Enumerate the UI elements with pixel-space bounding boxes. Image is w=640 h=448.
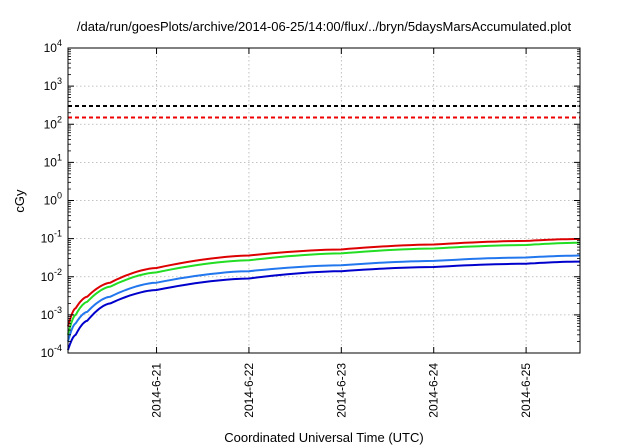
series-line-4 <box>67 260 580 351</box>
y-tick-label: 102 <box>44 114 62 131</box>
y-tick-label: 10-1 <box>41 229 62 246</box>
x-tick-label: 2014-6-23 <box>334 363 348 418</box>
grid <box>68 48 580 353</box>
y-tick-label: 100 <box>44 191 62 208</box>
y-tick-label: 10-2 <box>41 267 62 284</box>
y-axis-label: cGy <box>12 189 27 213</box>
x-axis-label: Coordinated Universal Time (UTC) <box>224 430 423 445</box>
y-tick-label: 10-3 <box>41 305 62 322</box>
x-tick-label: 2014-6-21 <box>150 363 164 418</box>
reference-lines <box>68 105 580 119</box>
x-tick-label: 2014-6-22 <box>242 363 256 418</box>
y-tick-label: 103 <box>44 76 62 93</box>
series-group <box>67 238 581 351</box>
series-line-2 <box>67 241 581 336</box>
x-tick-label: 2014-6-24 <box>427 363 441 418</box>
x-tick-label: 2014-6-25 <box>519 363 533 418</box>
series-line-1 <box>67 238 580 327</box>
y-tick-label: 10-4 <box>41 343 62 360</box>
chart-title: /data/run/goesPlots/archive/2014-06-25/1… <box>77 19 572 34</box>
plot-frame <box>67 47 581 354</box>
y-tick-label: 101 <box>44 152 62 169</box>
series-line-3 <box>67 254 581 342</box>
y-tick-label: 104 <box>44 38 62 55</box>
